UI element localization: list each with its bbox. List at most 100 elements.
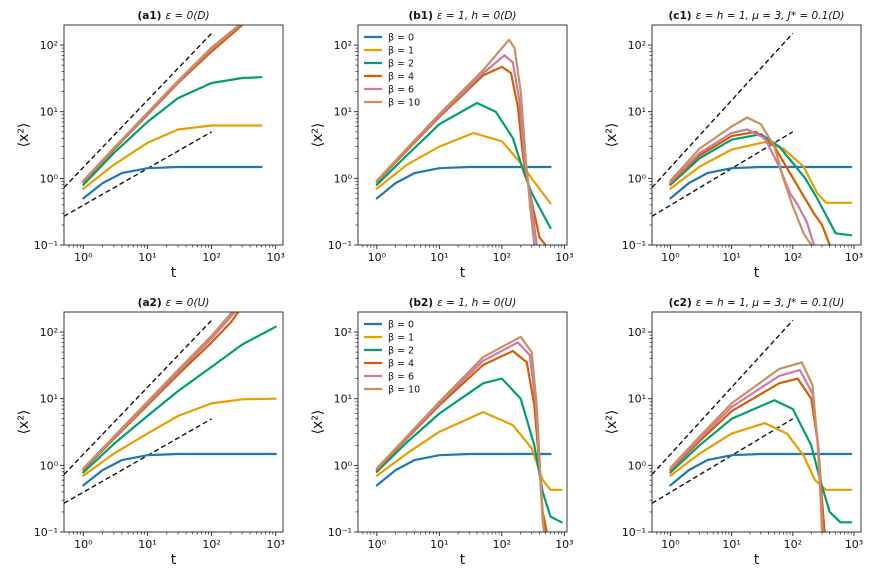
y-axis-label: ⟨x²⟩ [310, 123, 326, 148]
x-tick-label: 10⁰ [368, 251, 387, 264]
plot-area [652, 32, 853, 245]
series-line-beta-1 [375, 411, 563, 491]
panel-title: (c2) ε = h = 1, μ = 3, J* = 0.1(U) [669, 297, 845, 309]
legend-label-3: β = 4 [388, 359, 414, 370]
legend-label-4: β = 6 [388, 372, 414, 383]
x-tick-label: 10¹ [722, 538, 740, 551]
x-tick-label: 10³ [555, 538, 573, 551]
reference-dashed-line [64, 131, 212, 217]
x-tick-label: 10⁰ [661, 538, 680, 551]
panel-label: (a2) [138, 297, 162, 309]
x-tick-label: 10⁰ [74, 538, 93, 551]
series-line-beta-5 [375, 38, 536, 245]
y-tick-label: 10² [334, 39, 352, 52]
plot-area [375, 38, 552, 245]
y-tick-label: 10² [628, 39, 646, 52]
panel-label: (b1) [408, 10, 432, 22]
series-line-beta-2 [669, 399, 853, 524]
series-line-beta-3 [669, 130, 831, 245]
plot-area [64, 25, 263, 217]
reference-dashed-line [64, 418, 212, 504]
legend-label-3: β = 4 [388, 72, 414, 83]
reference-dashed-line [652, 418, 794, 504]
axes-frame [63, 24, 284, 246]
reference-dashed-line [652, 32, 794, 188]
panel-title: (b1) ε = 1, h = 0(D) [408, 10, 516, 22]
series-line-beta-1 [82, 124, 263, 190]
y-tick-label: 10¹ [628, 393, 646, 406]
legend-label-5: β = 10 [388, 98, 420, 109]
panel-title: (c1) ε = h = 1, μ = 3, J* = 0.1(D) [668, 10, 844, 22]
panel-5: 10⁰ 10¹ 10² 10³ 10⁻¹ 10⁰ 10¹ 10² (b2) ε = 1, h = … [310, 297, 574, 568]
legend-label-0: β = 0 [388, 33, 414, 44]
panel-title-text: ε = 1, h = 0(U) [437, 297, 516, 309]
y-tick-label: 10² [40, 326, 58, 339]
x-axis-label: t [171, 265, 177, 281]
y-tick-label: 10⁰ [334, 459, 353, 472]
legend-label-4: β = 6 [388, 85, 414, 96]
legend-label-1: β = 1 [388, 46, 414, 57]
y-axis-label: ⟨x²⟩ [604, 123, 620, 148]
x-tick-label: 10² [784, 538, 802, 551]
y-tick-label: 10² [334, 326, 352, 339]
series-line-beta-1 [669, 141, 853, 204]
y-axis-label: ⟨x²⟩ [16, 410, 32, 435]
panel-label: (b2) [409, 297, 433, 309]
x-tick-label: 10³ [266, 251, 284, 264]
axes-frame [357, 311, 568, 533]
panel-title: (a1) ε = 0(D) [137, 10, 209, 22]
y-tick-label: 10¹ [334, 393, 352, 406]
y-tick-label: 10² [628, 326, 646, 339]
panel-1: 10⁰ 10¹ 10² 10³ 10⁻¹ 10⁰ 10¹ 10² (a1) ε = 0(D) t ⟨x… [16, 10, 285, 281]
y-tick-label: 10¹ [334, 106, 352, 119]
x-tick-label: 10⁰ [74, 251, 93, 264]
x-tick-label: 10⁰ [661, 251, 680, 264]
x-tick-label: 10³ [266, 538, 284, 551]
y-tick-label: 10¹ [40, 106, 58, 119]
reference-dashed-line [64, 32, 213, 188]
minor-ticks [649, 334, 852, 535]
y-tick-label: 10⁰ [628, 172, 647, 185]
x-tick-label: 10² [493, 538, 511, 551]
x-tick-label: 10³ [555, 251, 573, 264]
panel-2: 10⁰ 10¹ 10² 10³ 10⁻¹ 10⁰ 10¹ 10² (b1) ε = 1, h = … [310, 10, 574, 281]
panel-title: (b2) ε = 1, h = 0(U) [409, 297, 517, 309]
series-line-beta-2 [375, 377, 563, 524]
y-tick-label: 10⁰ [40, 459, 59, 472]
y-tick-label: 10⁰ [40, 172, 59, 185]
panel-title: (a2) ε = 0(U) [138, 297, 210, 309]
y-axis-label: ⟨x²⟩ [604, 410, 620, 435]
panel-label: (c1) [668, 10, 691, 22]
panel-label: (a1) [137, 10, 161, 22]
panel-title-text: ε = 1, h = 0(D) [437, 10, 517, 22]
panel-6: 10⁰ 10¹ 10² 10³ 10⁻¹ 10⁰ 10¹ 10² (c2) ε = h = 1, … [604, 297, 863, 568]
y-tick-label: 10⁻¹ [622, 239, 646, 252]
x-axis-label: t [754, 265, 760, 281]
x-tick-label: 10¹ [138, 251, 156, 264]
y-tick-label: 10² [40, 39, 58, 52]
series-line-beta-1 [669, 422, 853, 491]
x-tick-label: 10¹ [430, 538, 448, 551]
x-axis-label: t [754, 552, 760, 568]
series-line-beta-0 [82, 165, 263, 200]
panel-title-text: ε = h = 1, μ = 3, J* = 0.1(D) [696, 10, 845, 22]
reference-dashed-line [64, 319, 213, 475]
series-line-beta-0 [375, 165, 552, 200]
y-tick-label: 10⁻¹ [34, 239, 58, 252]
series-line-beta-1 [82, 397, 277, 477]
series-line-beta-5 [375, 335, 545, 532]
x-tick-label: 10¹ [138, 538, 156, 551]
y-axis-label: ⟨x²⟩ [310, 410, 326, 435]
panel-label: (c2) [669, 297, 692, 309]
legend-label-0: β = 0 [388, 320, 414, 331]
x-axis-label: t [171, 552, 177, 568]
series-line-beta-2 [82, 76, 263, 186]
x-tick-label: 10² [202, 251, 220, 264]
x-tick-label: 10⁰ [368, 538, 387, 551]
x-tick-label: 10² [202, 538, 220, 551]
x-tick-label: 10³ [845, 538, 863, 551]
legend: β = 0 β = 1 β = 2 β = 4 β = 6 β = 10 [364, 33, 420, 109]
y-tick-label: 10⁻¹ [328, 239, 352, 252]
minor-ticks [649, 47, 852, 248]
